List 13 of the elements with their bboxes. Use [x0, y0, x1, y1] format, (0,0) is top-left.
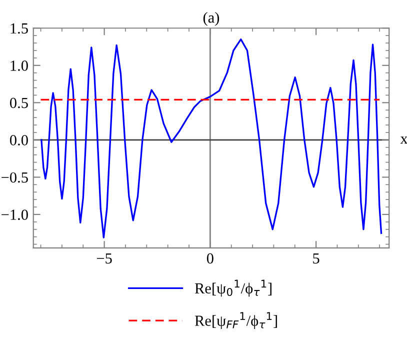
- legend-label: Re[ψ$_{FF}$$^{1}$/ϕ$_{τ}$$^{1}$]: [194, 312, 277, 330]
- y-tick-label: −1.0: [2, 210, 28, 220]
- x-tick-label: 0: [206, 253, 214, 264]
- y-tick-label: 1.5: [10, 23, 28, 34]
- y-tick-label: −0.5: [2, 172, 28, 183]
- legend-label: Re[ψ$_{0}$$^{1}$/ϕ$_{τ}$$^{1}$]: [194, 280, 272, 297]
- y-tick-label: 0.5: [10, 98, 28, 108]
- line-series: [40, 38, 382, 238]
- x-tick-label: −5: [96, 253, 112, 264]
- chart-title: (a): [203, 12, 220, 26]
- y-tick-label: 1.0: [10, 60, 28, 71]
- x-tick-label: 5: [313, 253, 320, 264]
- y-tick-label: 0.0: [10, 135, 28, 146]
